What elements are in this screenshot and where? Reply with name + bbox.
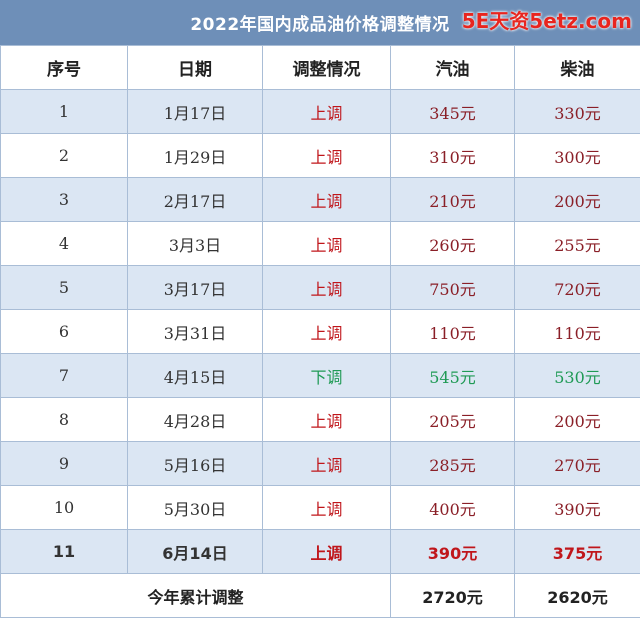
cell-diesel: 200元: [514, 177, 640, 222]
table-row: 7 4月15日 下调 545元 530元: [0, 353, 640, 398]
cell-date: 5月16日: [127, 441, 263, 486]
table-row: 6 3月31日 上调 110元 110元: [0, 309, 640, 354]
cell-diesel: 270元: [514, 441, 640, 486]
cell-direction: 下调: [262, 353, 391, 398]
cell-diesel: 200元: [514, 397, 640, 442]
header-gasoline: 汽油: [390, 45, 515, 90]
cell-gasoline: 390元: [390, 529, 515, 574]
cell-gasoline: 400元: [390, 485, 515, 530]
fuel-price-table: 序号 日期 调整情况 汽油 柴油 1 1月17日 上调 345元 330元 2 …: [0, 45, 640, 618]
cell-direction: 上调: [262, 177, 391, 222]
cell-direction: 上调: [262, 485, 391, 530]
cell-diesel: 255元: [514, 221, 640, 266]
header-date: 日期: [127, 45, 263, 90]
table-row: 5 3月17日 上调 750元 720元: [0, 265, 640, 310]
cell-diesel: 530元: [514, 353, 640, 398]
header-diesel: 柴油: [514, 45, 640, 90]
table-row: 11 6月14日 上调 390元 375元: [0, 529, 640, 574]
table-row: 4 3月3日 上调 260元 255元: [0, 221, 640, 266]
table-row: 10 5月30日 上调 400元 390元: [0, 485, 640, 530]
table-title: 2022年国内成品油价格调整情况: [0, 0, 640, 45]
cell-direction: 上调: [262, 265, 391, 310]
cell-gasoline: 285元: [390, 441, 515, 486]
cell-no: 11: [0, 529, 128, 574]
cell-gasoline: 545元: [390, 353, 515, 398]
table-row: 2 1月29日 上调 310元 300元: [0, 133, 640, 178]
cell-no: 1: [0, 89, 128, 134]
cell-no: 9: [0, 441, 128, 486]
table-row: 3 2月17日 上调 210元 200元: [0, 177, 640, 222]
cell-diesel: 720元: [514, 265, 640, 310]
cell-direction: 上调: [262, 309, 391, 354]
cell-diesel: 300元: [514, 133, 640, 178]
cell-diesel: 375元: [514, 529, 640, 574]
cell-direction: 上调: [262, 441, 391, 486]
table-row: 9 5月16日 上调 285元 270元: [0, 441, 640, 486]
cell-diesel: 330元: [514, 89, 640, 134]
total-row: 今年累计调整 2720元 2620元: [0, 573, 640, 618]
header-row: 序号 日期 调整情况 汽油 柴油: [0, 45, 640, 90]
cell-gasoline: 750元: [390, 265, 515, 310]
cell-no: 6: [0, 309, 128, 354]
cell-diesel: 110元: [514, 309, 640, 354]
cell-direction: 上调: [262, 89, 391, 134]
total-label: 今年累计调整: [0, 573, 391, 618]
cell-gasoline: 210元: [390, 177, 515, 222]
cell-direction: 上调: [262, 529, 391, 574]
total-gasoline: 2720元: [390, 573, 515, 618]
cell-direction: 上调: [262, 133, 391, 178]
cell-no: 5: [0, 265, 128, 310]
cell-no: 2: [0, 133, 128, 178]
table-row: 8 4月28日 上调 205元 200元: [0, 397, 640, 442]
cell-date: 1月29日: [127, 133, 263, 178]
cell-date: 6月14日: [127, 529, 263, 574]
cell-no: 3: [0, 177, 128, 222]
header-direction: 调整情况: [262, 45, 391, 90]
cell-gasoline: 110元: [390, 309, 515, 354]
cell-date: 4月28日: [127, 397, 263, 442]
cell-no: 10: [0, 485, 128, 530]
cell-gasoline: 345元: [390, 89, 515, 134]
cell-no: 7: [0, 353, 128, 398]
site-watermark: 5E天资5etz.com: [461, 9, 632, 33]
cell-no: 4: [0, 221, 128, 266]
table-row: 1 1月17日 上调 345元 330元: [0, 89, 640, 134]
cell-gasoline: 260元: [390, 221, 515, 266]
cell-date: 5月30日: [127, 485, 263, 530]
cell-date: 3月3日: [127, 221, 263, 266]
cell-date: 4月15日: [127, 353, 263, 398]
cell-date: 2月17日: [127, 177, 263, 222]
cell-date: 3月17日: [127, 265, 263, 310]
cell-direction: 上调: [262, 221, 391, 266]
total-diesel: 2620元: [514, 573, 640, 618]
cell-gasoline: 205元: [390, 397, 515, 442]
cell-gasoline: 310元: [390, 133, 515, 178]
cell-date: 1月17日: [127, 89, 263, 134]
cell-no: 8: [0, 397, 128, 442]
cell-diesel: 390元: [514, 485, 640, 530]
table-title-text: 2022年国内成品油价格调整情况: [190, 15, 450, 35]
cell-direction: 上调: [262, 397, 391, 442]
cell-date: 3月31日: [127, 309, 263, 354]
header-no: 序号: [0, 45, 128, 90]
